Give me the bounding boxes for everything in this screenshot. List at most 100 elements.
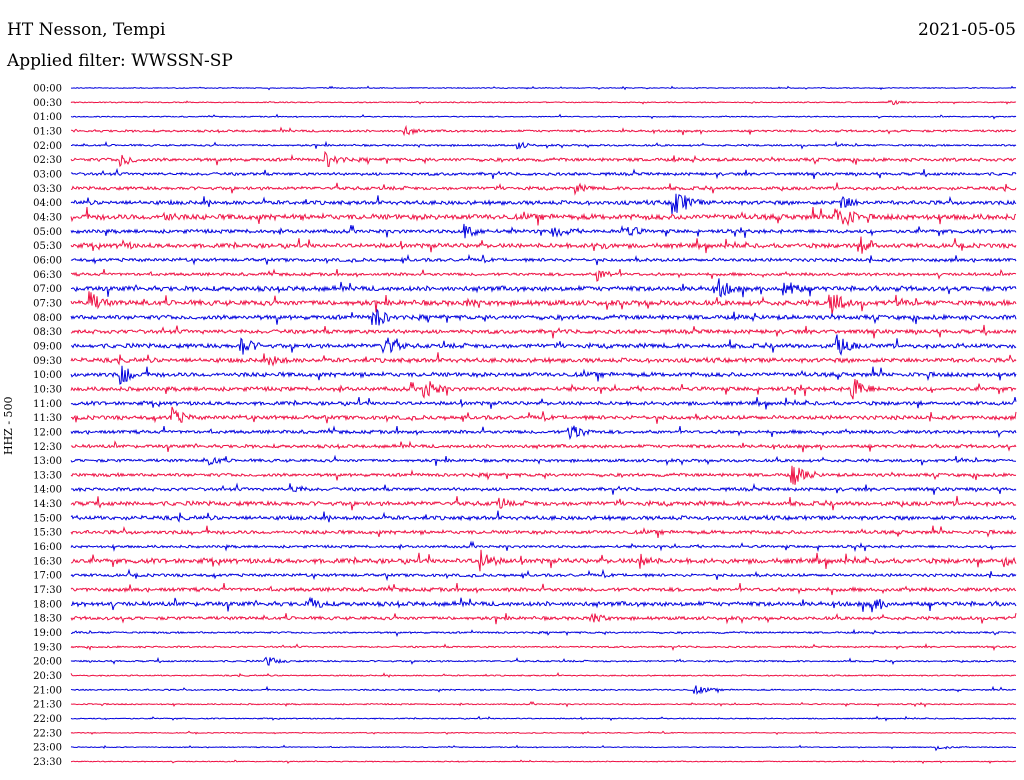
row-time-label: 15:00 [33,513,62,524]
row-time-label: 07:30 [33,298,62,309]
row-time-label: 09:00 [33,341,62,352]
row-time-label: 03:00 [33,169,62,180]
row-time-label: 01:00 [33,112,62,123]
row-time-label: 16:30 [33,556,62,567]
trace-line [70,759,1017,765]
row-time-label: 10:00 [33,370,62,381]
row-time-label: 13:00 [33,456,62,467]
trace-line [70,291,1017,315]
row-time-label: 13:30 [33,470,62,481]
trace-line [70,278,1017,298]
trace-line [70,540,1017,553]
row-time-label: 17:30 [33,585,62,596]
trace-line [70,223,1017,239]
row-time-label: 10:30 [33,384,62,395]
row-time-label: 06:30 [33,270,62,281]
trace-line [70,352,1017,367]
trace-line [70,656,1017,666]
row-time-label: 03:30 [33,184,62,195]
trace-line [70,396,1017,410]
trace-line [70,378,1017,400]
trace-line [70,150,1017,168]
row-time-label: 19:30 [33,642,62,653]
trace-line [70,482,1017,495]
trace-line [70,207,1017,227]
trace-line [70,596,1017,613]
trace-line [70,685,1017,696]
trace-line [70,643,1017,652]
filter-subtitle: Applied filter: WWSSN-SP [7,51,233,71]
row-time-label: 23:30 [33,757,62,768]
row-time-label: 01:30 [33,126,62,137]
row-time-label: 08:30 [33,327,62,338]
row-time-label: 00:30 [33,98,62,109]
row-time-label: 22:00 [33,714,62,725]
row-time-label: 04:30 [33,212,62,223]
row-time-label: 18:30 [33,614,62,625]
date-label: 2021-05-05 [917,20,1016,40]
trace-line [70,454,1017,467]
row-time-label: 09:30 [33,356,62,367]
trace-line [70,406,1017,424]
trace-line [70,85,1017,91]
row-time-label: 21:30 [33,700,62,711]
trace-line [70,268,1017,282]
row-time-label: 20:00 [33,657,62,668]
trace-line [70,182,1017,196]
row-time-label: 16:00 [33,542,62,553]
row-time-label: 02:30 [33,155,62,166]
station-title: HT Nesson, Tempi [7,20,166,40]
row-time-label: 14:30 [33,499,62,510]
trace-line [70,167,1017,180]
trace-line [70,425,1017,440]
trace-line [70,440,1017,453]
trace-line [70,612,1017,625]
row-time-label: 04:00 [33,198,62,209]
row-time-label: 19:00 [33,628,62,639]
trace-line [70,140,1017,150]
trace-line [70,308,1017,326]
trace-line [70,582,1017,596]
trace-line [70,628,1017,638]
row-time-label: 23:00 [33,743,62,754]
row-time-label: 20:30 [33,671,62,682]
row-time-label: 12:00 [33,427,62,438]
row-time-label: 14:00 [33,485,62,496]
trace-line [70,549,1017,572]
row-time-label: 11:00 [33,399,62,410]
row-time-label: 05:30 [33,241,62,252]
trace-line [70,672,1017,678]
trace-line [70,113,1017,120]
trace-line [70,124,1017,137]
trace-line [70,568,1017,582]
trace-line [70,334,1017,356]
row-time-label: 06:00 [33,255,62,266]
row-time-label: 02:00 [33,141,62,152]
row-time-label: 07:00 [33,284,62,295]
trace-line [70,715,1017,722]
row-time-label: 12:30 [33,442,62,453]
trace-line [70,495,1017,511]
trace-line [70,744,1017,752]
trace-line [70,510,1017,523]
row-time-label: 05:00 [33,227,62,238]
row-time-label: 08:00 [33,313,62,324]
row-time-label: 11:30 [33,413,62,424]
trace-line [70,701,1017,708]
trace-line [70,525,1017,538]
row-time-label: 00:00 [33,84,62,95]
trace-line [70,365,1017,385]
trace-line [70,253,1017,266]
row-time-label: 21:00 [33,685,62,696]
row-time-label: 15:30 [33,528,62,539]
trace-line [70,236,1017,254]
trace-line [70,99,1017,106]
row-time-label: 22:30 [33,728,62,739]
trace-line [70,324,1017,339]
row-time-label: 17:00 [33,571,62,582]
trace-line [70,193,1017,215]
row-time-label: 18:00 [33,599,62,610]
trace-line [70,730,1017,736]
trace-line [70,465,1017,485]
